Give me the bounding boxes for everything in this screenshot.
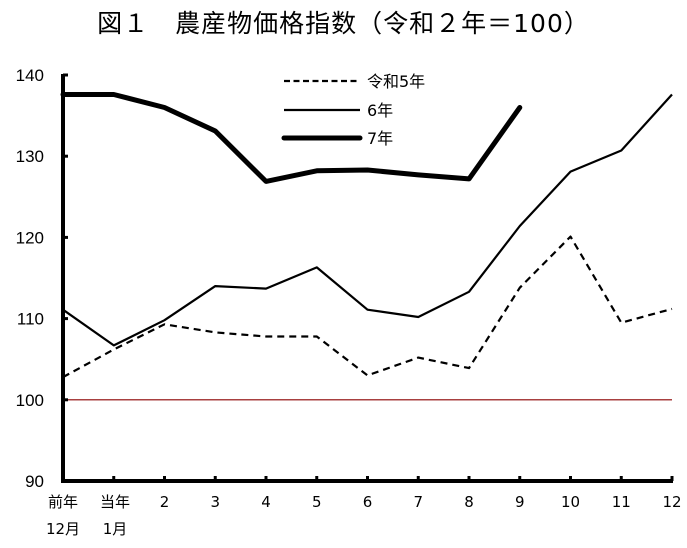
y-tick-label: 110 <box>17 310 44 329</box>
series-line-0 <box>62 235 673 379</box>
y-tick-label: 130 <box>16 147 44 166</box>
x-tick-label: 12 <box>662 493 681 511</box>
x-tick-label: 1月 <box>103 520 128 538</box>
x-tick-label: 11 <box>612 493 631 511</box>
x-tick-label: 前年 <box>48 493 78 511</box>
x-tick-label: 5 <box>312 493 322 511</box>
y-tick-label: 100 <box>16 391 44 410</box>
x-tick-label: 当年 <box>100 493 130 511</box>
series-line-1 <box>62 93 673 347</box>
series-line-2 <box>60 92 523 184</box>
x-tick-label: 9 <box>515 493 525 511</box>
x-tick-label: 7 <box>413 493 423 511</box>
axes <box>61 73 674 483</box>
x-tick-label: 12月 <box>46 520 80 538</box>
series-lines <box>60 92 673 379</box>
x-tick-label: 6 <box>363 493 373 511</box>
y-axis-labels: 90 100 110 120 130 140 <box>16 66 44 491</box>
x-tick-label: 3 <box>210 493 220 511</box>
y-tick-label: 120 <box>16 228 44 247</box>
x-tick-label: 2 <box>160 493 170 511</box>
legend: 令和5年 6年 7年 <box>281 72 425 148</box>
x-axis-labels: 前年 12月 当年 1月 2 3 4 5 6 7 8 9 10 11 12 <box>46 493 682 538</box>
chart-title: 図１ 農産物価格指数（令和２年＝100） <box>97 9 590 38</box>
legend-label-2: 7年 <box>367 129 393 148</box>
legend-label-1: 6年 <box>367 101 393 120</box>
x-tick-label: 4 <box>261 493 271 511</box>
y-tick-label: 90 <box>25 472 44 491</box>
legend-label-0: 令和5年 <box>367 72 425 91</box>
y-tick-label: 140 <box>16 66 44 85</box>
x-tick-label: 8 <box>464 493 474 511</box>
x-tick-label: 10 <box>561 493 580 511</box>
